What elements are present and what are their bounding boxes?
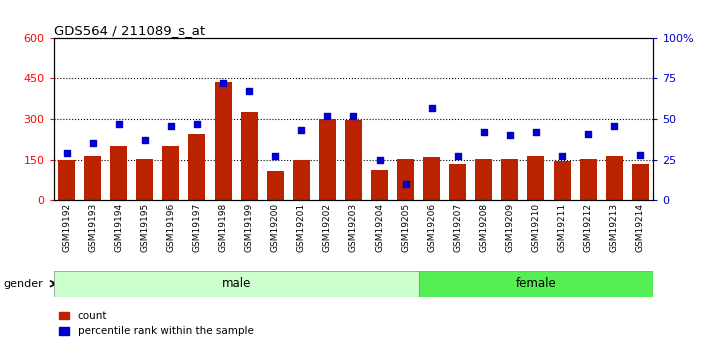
Text: male: male — [221, 277, 251, 290]
Point — [400, 181, 411, 187]
Point — [478, 129, 490, 135]
Point — [113, 121, 124, 127]
Point — [504, 132, 516, 138]
Bar — [110, 146, 127, 200]
Text: female: female — [516, 277, 556, 290]
Point — [426, 105, 438, 110]
Bar — [528, 156, 545, 200]
Bar — [319, 119, 336, 200]
Bar — [553, 161, 570, 200]
Bar — [449, 164, 466, 200]
Bar — [397, 159, 414, 200]
Point — [531, 129, 542, 135]
Point — [87, 140, 99, 146]
Point — [243, 89, 255, 94]
Point — [269, 154, 281, 159]
Bar — [267, 171, 283, 200]
Bar — [580, 159, 597, 200]
Bar — [418, 271, 653, 297]
Bar — [423, 157, 440, 200]
Point — [165, 123, 176, 128]
Bar — [345, 120, 362, 200]
Bar — [58, 160, 75, 200]
Bar — [241, 112, 258, 200]
Bar — [162, 146, 179, 200]
Point — [217, 81, 228, 86]
Bar — [632, 164, 649, 200]
Bar — [501, 159, 518, 200]
Point — [348, 113, 359, 119]
Bar — [476, 159, 492, 200]
Point — [635, 152, 646, 157]
Bar — [215, 82, 231, 200]
Text: gender: gender — [4, 279, 44, 289]
Legend: count, percentile rank within the sample: count, percentile rank within the sample — [59, 311, 253, 336]
Point — [608, 123, 620, 128]
Bar — [371, 170, 388, 200]
Point — [139, 137, 151, 143]
Point — [321, 113, 333, 119]
Point — [556, 154, 568, 159]
Bar — [84, 156, 101, 200]
Point — [191, 121, 203, 127]
Bar — [54, 271, 418, 297]
Point — [374, 157, 386, 162]
Bar — [605, 156, 623, 200]
Bar — [188, 135, 206, 200]
Point — [583, 131, 594, 136]
Bar — [293, 160, 310, 200]
Point — [61, 150, 72, 156]
Point — [452, 154, 463, 159]
Bar — [136, 159, 154, 200]
Text: GDS564 / 211089_s_at: GDS564 / 211089_s_at — [54, 24, 205, 37]
Point — [296, 128, 307, 133]
